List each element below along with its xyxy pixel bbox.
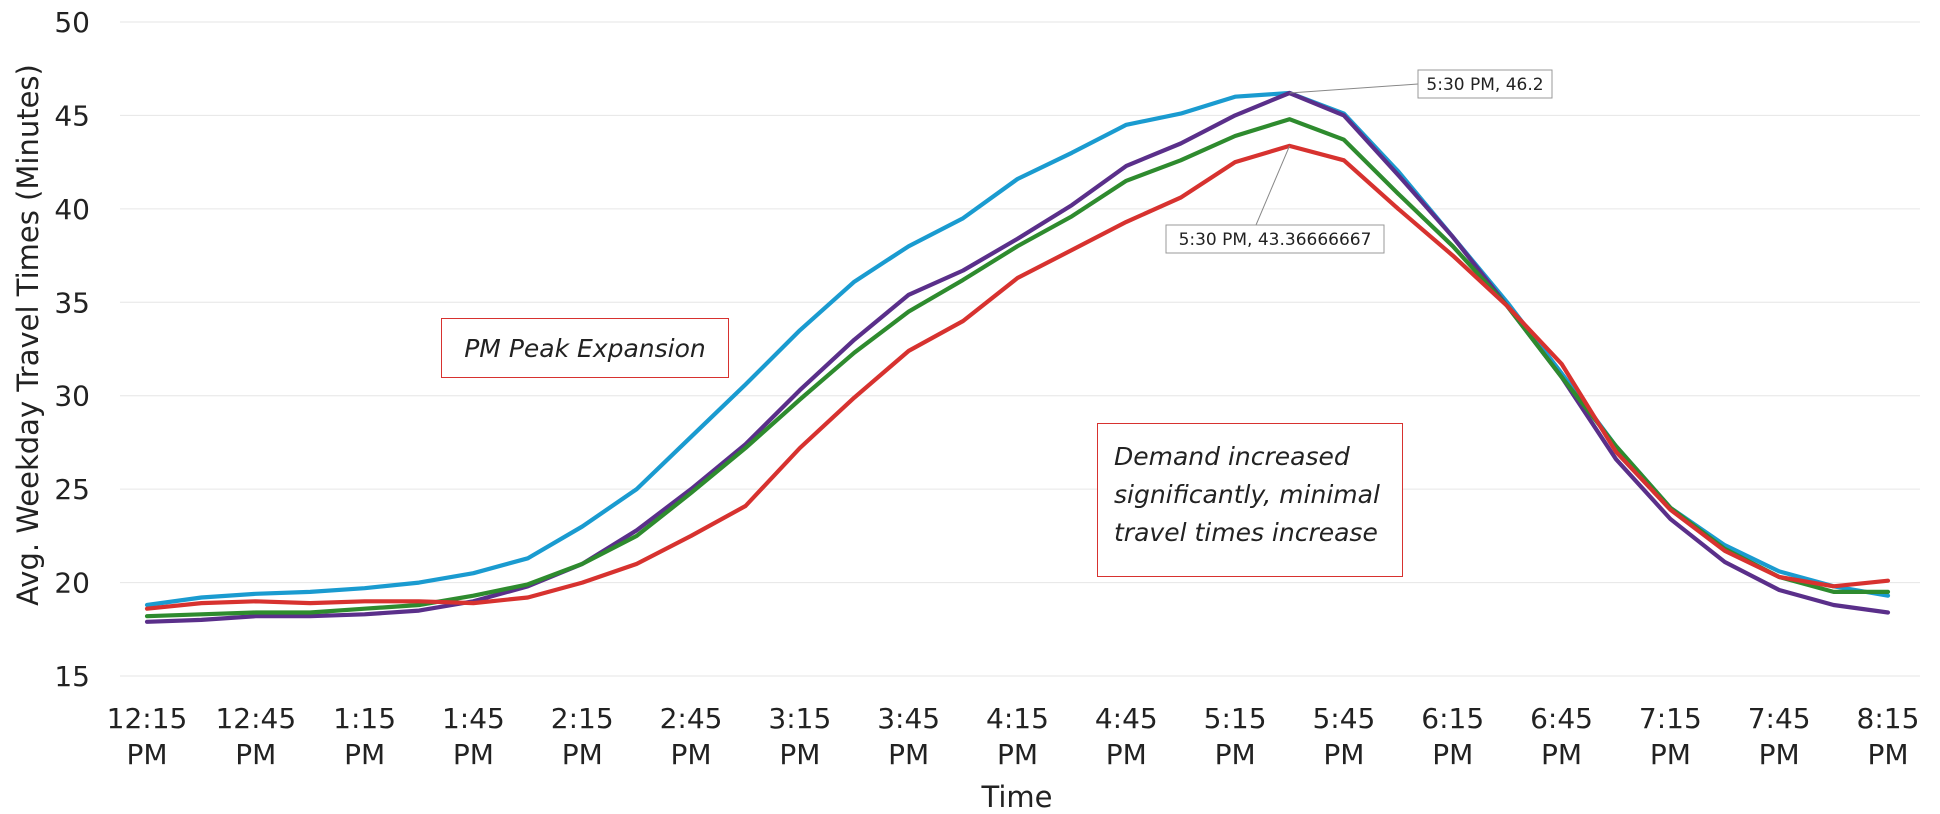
note-demand-increased: Demand increased significantly, minimal … (1097, 423, 1403, 577)
callout-leader (1255, 145, 1290, 226)
x-tick-label: 4:15 PM (986, 702, 1049, 771)
y-tick-label: 35 (54, 286, 90, 319)
y-tick-label: 30 (54, 380, 90, 413)
x-tick-label: 7:15 PM (1639, 702, 1702, 771)
x-tick-label: 4:45 PM (1095, 702, 1158, 771)
x-tick-label: 7:45 PM (1748, 702, 1811, 771)
series-line-2 (144, 90, 1891, 624)
y-tick-label: 50 (54, 6, 90, 39)
x-tick-label: 12:15 PM (107, 702, 188, 771)
callout-box (1417, 69, 1553, 99)
x-tick-label: 5:45 PM (1312, 702, 1375, 771)
series-line-1 (144, 90, 1891, 608)
callout-label: 5:30 PM, 46.2 (1426, 75, 1543, 95)
grid (120, 21, 1920, 677)
x-tick-label: 8:15 PM (1857, 702, 1920, 771)
x-tick-label: 5:15 PM (1204, 702, 1267, 771)
y-tick-label: 25 (54, 473, 90, 506)
x-axis-title: Time (981, 780, 1053, 814)
x-tick-label: 6:45 PM (1530, 702, 1593, 771)
callout-box (1165, 224, 1385, 254)
callout-label: 5:30 PM, 43.36666667 (1179, 230, 1372, 250)
y-tick-label: 15 (54, 660, 90, 693)
y-tick-label: 45 (54, 99, 90, 132)
x-tick-label: 2:45 PM (660, 702, 723, 771)
note-pm-peak-expansion: PM Peak Expansion (441, 318, 729, 378)
y-tick-label: 40 (54, 193, 90, 226)
callouts: 5:30 PM, 46.2 5:30 PM, 43.36666667 (1165, 69, 1553, 254)
y-axis: 15 20 25 30 35 40 45 50 (54, 6, 90, 693)
y-axis-title: Avg. Weekday Travel Times (Minutes) (11, 64, 45, 606)
x-tick-label: 6:15 PM (1421, 702, 1484, 771)
series-group (144, 90, 1891, 624)
series-line-3 (144, 117, 1891, 619)
x-tick-label: 12:45 PM (215, 702, 296, 771)
x-tick-label: 3:45 PM (877, 702, 940, 771)
y-tick-label: 20 (54, 567, 90, 600)
x-tick-label: 2:15 PM (551, 702, 614, 771)
x-tick-label: 1:45 PM (442, 702, 505, 771)
callout-leader (1289, 83, 1419, 94)
x-axis: 12:15 PM 12:45 PM 1:15 PM 1:45 PM 2:15 PM 2:45 PM 3:… (107, 702, 1920, 771)
series-line-4 (144, 143, 1891, 611)
x-tick-label: 3:15 PM (768, 702, 831, 771)
x-tick-label: 1:15 PM (333, 702, 396, 771)
